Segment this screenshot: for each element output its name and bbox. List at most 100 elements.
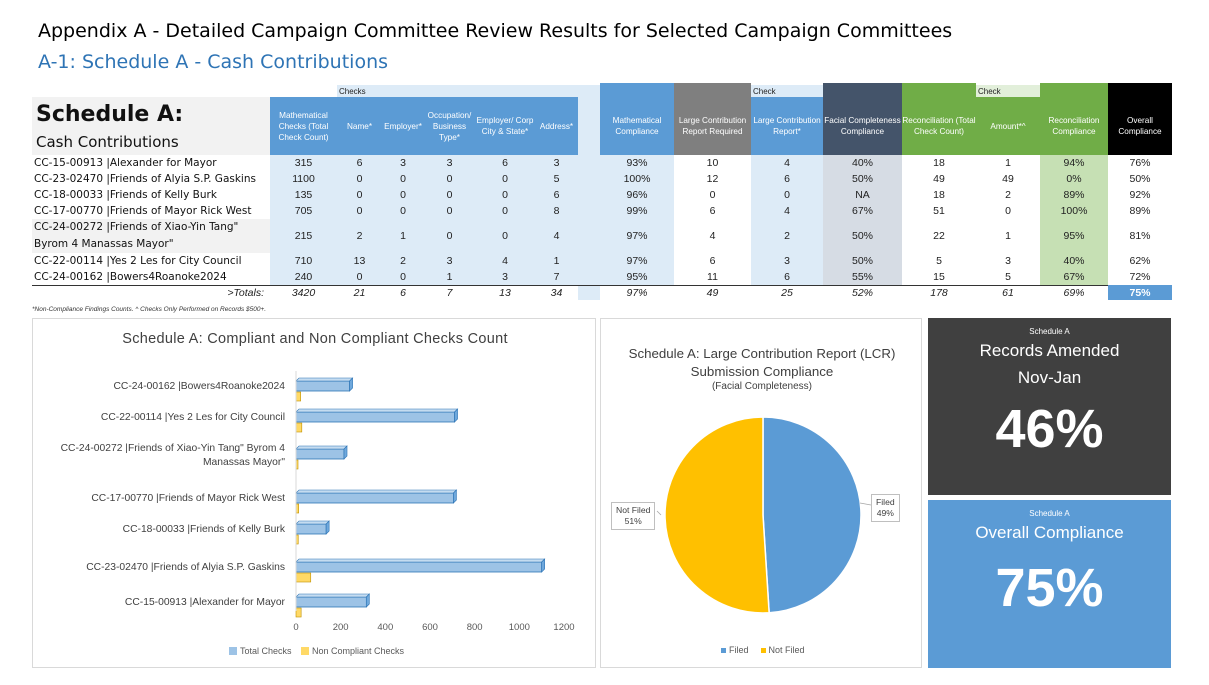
table-cell-2-8: 0 bbox=[784, 189, 790, 201]
bar-total-top-0 bbox=[295, 377, 354, 382]
row-bg-4 bbox=[32, 219, 270, 253]
totals-cell-4: 13 bbox=[499, 286, 511, 299]
table-cell-4-8: 2 bbox=[784, 230, 790, 242]
bar-noncompliant-1 bbox=[295, 422, 303, 433]
header-band-0 bbox=[600, 83, 674, 97]
table-cell-0-2: 3 bbox=[400, 157, 406, 169]
column-header-text-0: Mathematical Checks (Total Check Count) bbox=[278, 110, 329, 142]
column-header-text-5: Address* bbox=[539, 121, 574, 131]
table-cell-1-6: 100% bbox=[623, 173, 651, 185]
header-band-2 bbox=[823, 83, 902, 97]
row-name-line1-6: CC-24-00162 |Bowers4Roanoke2024 bbox=[34, 271, 227, 283]
table-cell-5-11: 3 bbox=[1005, 255, 1011, 267]
table-cell-4-13: 81% bbox=[1129, 230, 1151, 242]
table-cell-5-3: 3 bbox=[446, 255, 453, 267]
column-header-text-2: Employer* bbox=[384, 121, 422, 131]
row-name-line2-4: Byrom 4 Manassas Mayor" bbox=[34, 238, 174, 250]
table-cell-5-10: 5 bbox=[936, 255, 942, 267]
column-header-9: Facial Completeness Compliance bbox=[823, 97, 902, 155]
bar-total-side-4 bbox=[325, 520, 330, 535]
table-cell-3-8: 4 bbox=[784, 205, 790, 217]
table-cell-0-0: 315 bbox=[294, 157, 313, 169]
bar-x-tick-1: 200 bbox=[332, 622, 349, 633]
bar-total-side-5 bbox=[541, 558, 545, 573]
row-name-line1-3: CC-17-00770 |Friends of Mayor Rick West bbox=[34, 205, 252, 217]
table-cell-2-9: NA bbox=[855, 189, 870, 201]
table-cell-4-11: 1 bbox=[1005, 230, 1011, 242]
column-body-bg-4 bbox=[475, 155, 535, 285]
table-cell-3-5: 8 bbox=[553, 205, 560, 217]
table-cell-5-6: 97% bbox=[626, 255, 648, 267]
bar-total-top-4 bbox=[295, 520, 330, 525]
table-cell-5-13: 62% bbox=[1129, 255, 1151, 267]
table-cell-2-0: 135 bbox=[294, 189, 313, 201]
column-header-4: Employer/ Corp City & State* bbox=[475, 97, 535, 155]
group-header-check-amount: Check bbox=[976, 85, 1040, 97]
table-cell-3-13: 89% bbox=[1129, 205, 1151, 217]
table-cell-5-7: 6 bbox=[709, 255, 716, 267]
bar-total-0 bbox=[295, 380, 350, 392]
table-cell-2-4: 0 bbox=[502, 189, 508, 201]
table-cell-0-11: 1 bbox=[1005, 157, 1011, 169]
bar-category-label-0: CC-24-00162 |Bowers4Roanoke2024 bbox=[113, 381, 285, 392]
column-body-bg-2 bbox=[382, 155, 424, 285]
table-cell-6-10: 15 bbox=[933, 271, 945, 283]
bar-x-tick-0: 0 bbox=[293, 622, 299, 633]
row-name-5: CC-22-00114 |Yes 2 Les for City Council bbox=[34, 255, 241, 268]
table-cell-4-2: 1 bbox=[400, 230, 406, 242]
column-header-text-4: Employer/ Corp City & State* bbox=[476, 116, 534, 136]
table-cell-3-0: 705 bbox=[294, 205, 313, 217]
row-name-1: CC-23-02470 |Friends of Alyia S.P. Gaski… bbox=[34, 173, 256, 186]
column-body-bg-0 bbox=[270, 155, 337, 285]
bar-category-label-5: CC-23-02470 |Friends of Alyia S.P. Gaski… bbox=[86, 562, 285, 573]
column-header-text-6: Mathematical Compliance bbox=[612, 116, 662, 136]
kpi-records-amended: Schedule A Records Amended Nov-Jan 46% bbox=[928, 318, 1171, 495]
table-cell-6-8: 6 bbox=[784, 271, 790, 283]
page-title: Appendix A - Detailed Campaign Committee… bbox=[38, 20, 953, 42]
pie-legend: Filed Not Filed bbox=[721, 645, 805, 655]
table-cell-2-2: 0 bbox=[400, 189, 406, 201]
table-area: Schedule A: Cash Contributions Checks Che… bbox=[32, 83, 1172, 315]
table-cell-6-9: 55% bbox=[851, 271, 873, 283]
column-header-0: Mathematical Checks (Total Check Count) bbox=[270, 97, 337, 155]
bar-total-top-6 bbox=[295, 593, 371, 598]
table-cell-0-1: 6 bbox=[356, 157, 363, 169]
row-name-3: CC-17-00770 |Friends of Mayor Rick West bbox=[34, 205, 251, 218]
column-header-text-7: Large Contribution Report Required bbox=[678, 116, 747, 136]
table-cell-4-10: 22 bbox=[933, 230, 945, 242]
table-cell-6-11: 5 bbox=[1005, 271, 1011, 283]
table-cell-4-7: 4 bbox=[709, 230, 716, 242]
pie-label-not-filed-value: 51% bbox=[624, 516, 642, 526]
bar-total-side-3 bbox=[453, 489, 457, 504]
column-body-bg-5 bbox=[535, 155, 578, 285]
table-cell-0-6: 93% bbox=[626, 157, 648, 169]
totals-cell-13: 75% bbox=[1108, 285, 1172, 300]
header-band-5 bbox=[1108, 83, 1172, 97]
table-cell-5-5: 1 bbox=[553, 255, 560, 267]
bar-noncompliant-0 bbox=[295, 391, 301, 402]
table-cell-5-0: 710 bbox=[294, 255, 313, 267]
column-header-11: Amount*^ bbox=[976, 97, 1040, 155]
table-cell-5-1: 13 bbox=[353, 255, 366, 267]
row-name-0: CC-15-00913 |Alexander for Mayor bbox=[34, 157, 217, 170]
bar-total-side-0 bbox=[349, 377, 353, 392]
pie-chart-title: Schedule A: Large Contribution Report (L… bbox=[628, 346, 896, 379]
totals-cell-12: 69% bbox=[1063, 286, 1085, 299]
table-cell-6-6: 95% bbox=[626, 271, 648, 283]
row-name-2: CC-18-00033 |Friends of Kelly Burk bbox=[34, 189, 217, 202]
column-body-bg-10 bbox=[902, 155, 976, 285]
kpi-overall-value: 75% bbox=[995, 558, 1104, 618]
table-footnote: *Non-Compliance Findings Counts. ^ Check… bbox=[32, 306, 267, 313]
column-header-text-12: Reconciliation Compliance bbox=[1048, 116, 1100, 136]
bar-chart-plot bbox=[295, 371, 546, 618]
column-header-6: Mathematical Compliance bbox=[600, 97, 674, 155]
column-header-text-10: Reconciliation (Total Check Count) bbox=[902, 116, 976, 136]
table-cell-1-5: 5 bbox=[553, 173, 560, 185]
table-cell-4-1: 2 bbox=[356, 230, 363, 242]
table-cell-2-1: 0 bbox=[356, 189, 363, 201]
bar-total-3 bbox=[295, 492, 454, 504]
bar-category-label-3: CC-17-00770 |Friends of Mayor Rick West bbox=[91, 493, 285, 504]
bar-chart-title: Schedule A: Compliant and Non Compliant … bbox=[122, 331, 508, 347]
header-band-1 bbox=[674, 83, 751, 97]
table-cell-0-8: 4 bbox=[784, 157, 790, 169]
